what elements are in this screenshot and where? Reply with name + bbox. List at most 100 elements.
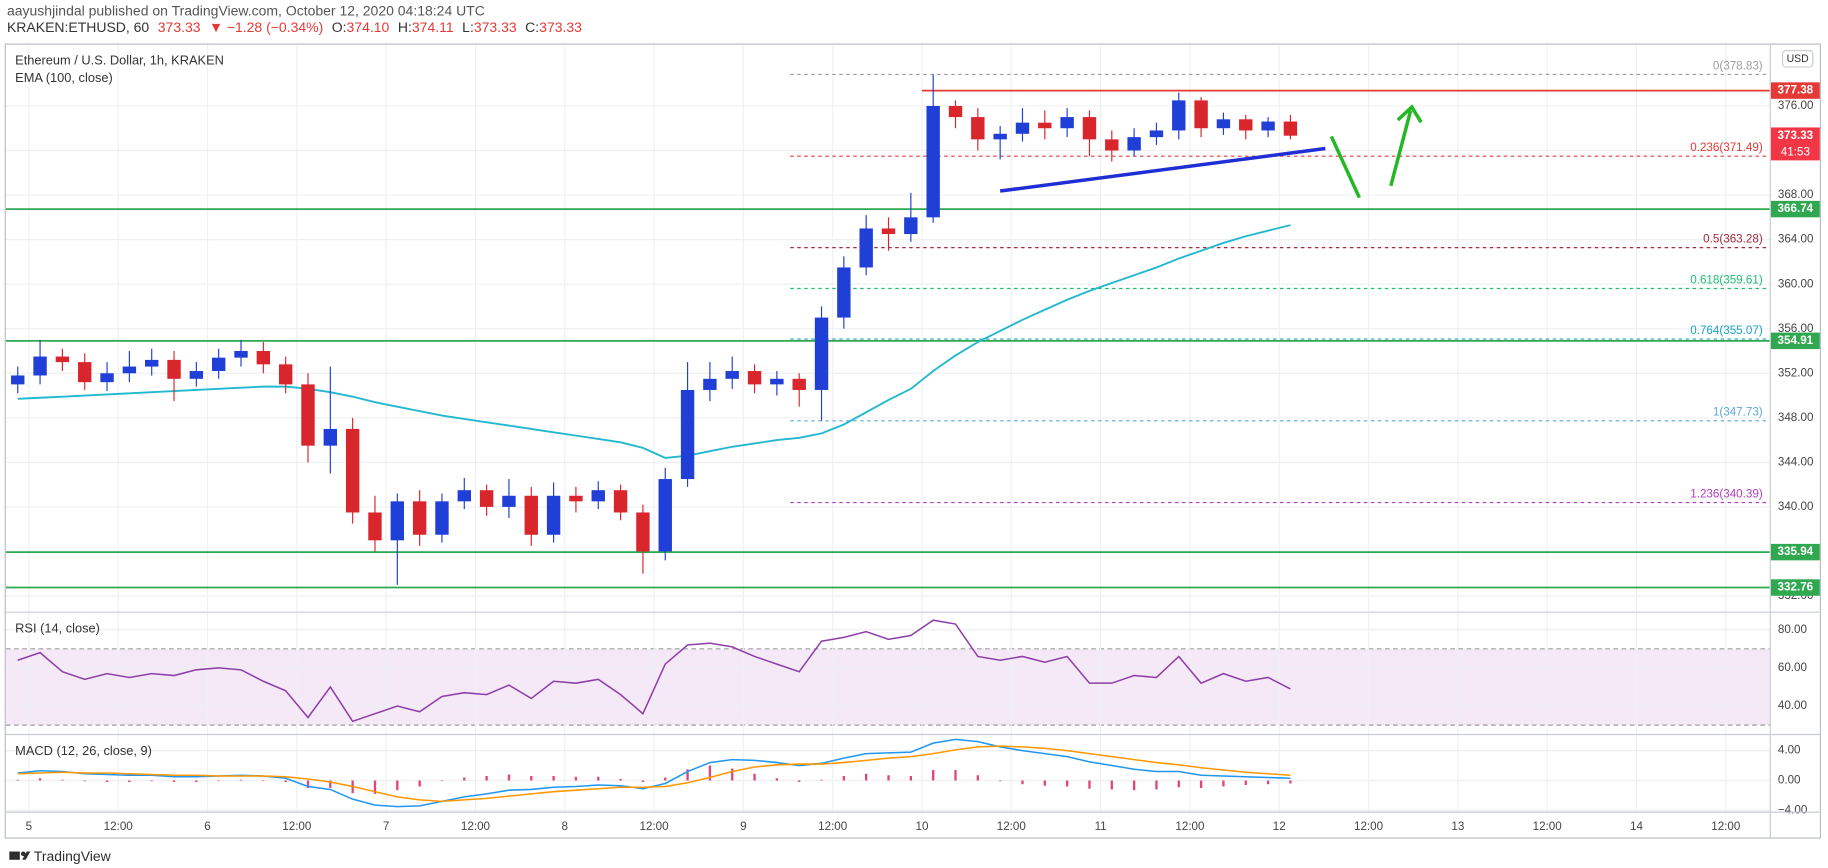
candle-body (211, 357, 226, 372)
last-price-label: 373.33 (1778, 129, 1814, 142)
histogram-bar (1199, 780, 1203, 788)
currency: USD (1787, 53, 1810, 65)
histogram-bar (1088, 780, 1091, 789)
ohlc-value: 374.10 (347, 19, 390, 35)
histogram-bar (932, 770, 935, 781)
candle-body (1105, 139, 1119, 151)
candle-body (837, 267, 851, 318)
indicator-line (17, 619, 1291, 723)
fib-label: 1.236(340.39) (1690, 487, 1763, 500)
candle-body (33, 356, 47, 376)
y-tick-label: 60.00 (1778, 661, 1808, 674)
x-tick-label: 12:00 (461, 820, 491, 833)
histogram-bar (664, 777, 667, 781)
ohlc-value: 373.33 (474, 19, 517, 35)
change: ▼ −1.28 (−0.34%) (209, 19, 323, 35)
rsi-band (5, 648, 1770, 726)
histogram-bar (485, 776, 488, 781)
candle-body (591, 490, 605, 502)
x-tick-label: 12:00 (1533, 820, 1563, 833)
candle-body (234, 350, 248, 358)
histogram-bar (820, 779, 823, 781)
candle-body (278, 364, 293, 385)
histogram-bar (172, 780, 176, 782)
candle-body (167, 359, 181, 379)
histogram-bar (105, 780, 109, 782)
candle-body (1216, 119, 1231, 129)
symbol: KRAKEN:ETHUSD, 60 (7, 19, 149, 35)
candle-body (770, 378, 784, 385)
candle-body (1283, 121, 1298, 136)
candle-body (569, 495, 583, 502)
candle-body (11, 375, 25, 385)
x-tick-label: 14 (1630, 820, 1643, 833)
candle-body (971, 117, 985, 140)
currency-box (1781, 49, 1814, 68)
histogram-bar (1065, 780, 1069, 787)
x-tick-label: 7 (383, 820, 389, 833)
candle-body (680, 389, 695, 480)
candle-body (636, 512, 650, 552)
level-tag-label: 335.94 (1778, 545, 1814, 558)
x-tick-label: 12:00 (104, 820, 134, 833)
ohlc-label: H: (398, 19, 412, 35)
histogram-bar (909, 776, 913, 781)
last-price: 373.33 (158, 19, 201, 35)
histogram-bar (865, 773, 868, 781)
candle-body (1082, 117, 1097, 140)
histogram-bar (530, 776, 533, 781)
x-tick-label: 12:00 (282, 820, 312, 833)
histogram-bar (619, 778, 622, 781)
histogram-bar (552, 776, 555, 781)
candle-body (479, 490, 494, 507)
histogram-bar (61, 779, 64, 781)
level-tag-label: 366.74 (1778, 202, 1814, 215)
fib-label: 0.5(363.28) (1703, 232, 1763, 245)
fib-label: 1(347.73) (1713, 406, 1763, 419)
candle-body (881, 228, 896, 235)
histogram-bar (641, 780, 645, 782)
candle-body (502, 495, 516, 507)
y-tick-label: 40.00 (1778, 699, 1808, 712)
x-tick-label: 11 (1095, 820, 1107, 833)
histogram-bar (574, 776, 578, 781)
candle-body (78, 362, 92, 383)
candle-body (55, 356, 70, 363)
histogram-bar (1110, 780, 1113, 790)
histogram-bar (373, 780, 377, 794)
level-tag (1770, 332, 1820, 350)
histogram-bar (150, 780, 153, 782)
histogram-bar (753, 773, 756, 781)
candle-body (1239, 119, 1253, 131)
level-tag-label: 354.91 (1778, 334, 1814, 347)
histogram-bar (998, 780, 1002, 782)
x-tick-label: 12:00 (1175, 820, 1205, 833)
histogram-bar (440, 780, 444, 782)
candle-body (725, 371, 739, 379)
y-tick-label: 356.00 (1778, 322, 1814, 335)
histogram-bar (284, 780, 287, 782)
histogram-bar (262, 780, 265, 782)
histogram-bar (306, 780, 310, 788)
indicator-line (17, 745, 1291, 803)
histogram-bar (1155, 780, 1158, 790)
histogram-bar (976, 775, 979, 781)
candle-body (435, 501, 449, 535)
candle-body (703, 378, 717, 390)
histogram-bar (329, 780, 332, 788)
level-tag (1770, 543, 1820, 561)
candle-body (859, 228, 873, 268)
histogram-bar (239, 779, 243, 781)
candle-body (1261, 121, 1275, 131)
candle-body (145, 359, 159, 367)
level-tag-label: 332.76 (1778, 581, 1814, 594)
histogram-bar (708, 765, 712, 781)
x-tick-label: 9 (740, 820, 746, 833)
fib-label: 0.618(359.61) (1690, 273, 1763, 286)
ema-line (17, 224, 1291, 459)
y-tick-label: 4.00 (1778, 744, 1801, 757)
ohlc-label: L: (462, 19, 474, 35)
pane-title: Ethereum / U.S. Dollar, 1h, KRAKEN (15, 53, 224, 68)
histogram-bar (1177, 780, 1180, 788)
